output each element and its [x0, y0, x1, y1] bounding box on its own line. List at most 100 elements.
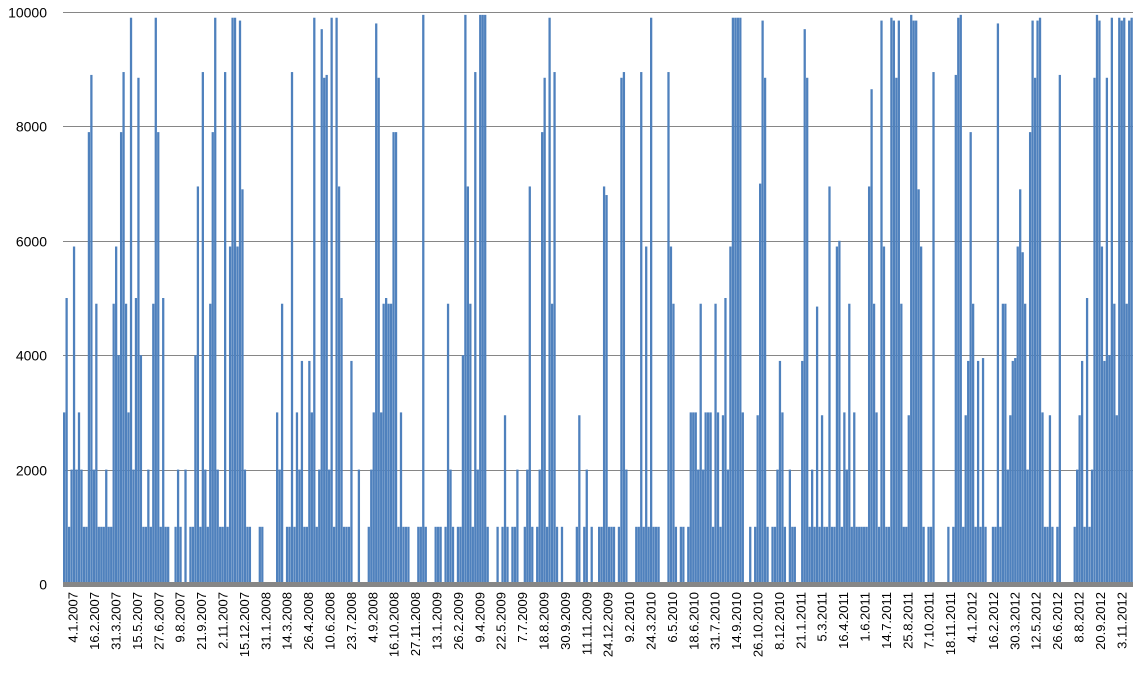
bar [872, 303, 876, 584]
bar [1036, 20, 1039, 584]
bar [1100, 246, 1104, 584]
bar [154, 17, 157, 585]
bar [972, 303, 975, 584]
bar [1093, 77, 1096, 584]
bar [833, 526, 836, 584]
bar [1011, 360, 1014, 584]
bar [437, 526, 440, 584]
bar [380, 412, 383, 584]
bar [650, 17, 653, 585]
bar [124, 303, 128, 584]
bar [657, 526, 660, 584]
x-tick-label: 27.6.2007 [151, 592, 166, 650]
x-tick-label: 2.11.2007 [216, 592, 231, 649]
bar [890, 17, 893, 585]
bar [692, 412, 695, 584]
bar [962, 526, 965, 584]
bar [142, 526, 145, 584]
bar [176, 469, 180, 584]
bar [929, 526, 933, 584]
x-tick-label: 13.1.2009 [430, 592, 445, 650]
bar [389, 303, 393, 584]
bar [80, 469, 83, 584]
bar [900, 303, 903, 584]
bar [922, 526, 925, 584]
bar [672, 303, 675, 584]
bar [194, 355, 197, 584]
bar [290, 72, 294, 584]
bar [791, 526, 794, 584]
bar [1048, 415, 1052, 584]
bar [756, 415, 759, 584]
bar [248, 526, 252, 584]
x-tick-label: 1.6.2011 [858, 592, 873, 642]
bar [424, 526, 427, 584]
bar [511, 526, 514, 584]
bar [543, 77, 546, 584]
bar [278, 469, 281, 584]
bar [915, 20, 918, 584]
bar [682, 526, 685, 584]
bar [1095, 14, 1099, 585]
bar [766, 526, 769, 584]
bar [162, 298, 165, 584]
bar [340, 298, 343, 584]
x-tick-label: 11.11.2009 [579, 592, 594, 655]
bar [545, 526, 549, 584]
x-tick-label: 9.8.2007 [173, 592, 188, 643]
bar [952, 526, 955, 584]
bar [823, 526, 826, 584]
bar [397, 526, 400, 584]
bar [711, 526, 715, 584]
bar [1031, 20, 1034, 584]
bar [843, 412, 846, 584]
x-tick-label: 16.2.2012 [986, 592, 1001, 650]
bar [105, 469, 108, 584]
bar [149, 526, 152, 584]
bar [654, 526, 658, 584]
bar [144, 526, 148, 584]
bar [825, 526, 829, 584]
bar [243, 469, 247, 584]
bar [298, 469, 301, 584]
x-tick-label: 4.9.2008 [365, 592, 380, 643]
bar [370, 469, 373, 584]
bar [1120, 20, 1123, 584]
bar [550, 303, 554, 584]
bar [731, 17, 735, 585]
bar [811, 469, 814, 584]
bar [1108, 355, 1111, 584]
bar [667, 72, 670, 584]
bar [1004, 303, 1007, 584]
y-tick-label: 6000 [16, 234, 47, 250]
bar [964, 415, 967, 584]
bar [699, 303, 702, 584]
bar [236, 246, 239, 584]
bar [820, 415, 824, 584]
bar [261, 526, 264, 584]
bar [342, 526, 346, 584]
bar [541, 132, 544, 584]
bar [1125, 303, 1128, 584]
bar [912, 20, 915, 584]
x-tick-label: 30.3.2012 [1007, 592, 1022, 650]
bar [461, 355, 465, 584]
bar [818, 526, 821, 584]
bar [1088, 526, 1091, 584]
bar [85, 526, 88, 584]
bar [293, 526, 296, 584]
bar [63, 412, 66, 584]
bar [1038, 17, 1042, 585]
x-tick-label: 6.5.2010 [665, 592, 680, 643]
bar [276, 412, 279, 584]
bar [1110, 17, 1113, 585]
bar [808, 526, 811, 584]
x-tick-label: 18.6.2010 [686, 592, 701, 650]
bar [850, 526, 853, 584]
bar [1128, 20, 1131, 584]
bar [902, 526, 905, 584]
x-tick-label: 20.9.2012 [1093, 592, 1108, 650]
bar [860, 526, 863, 584]
bar [516, 469, 519, 584]
